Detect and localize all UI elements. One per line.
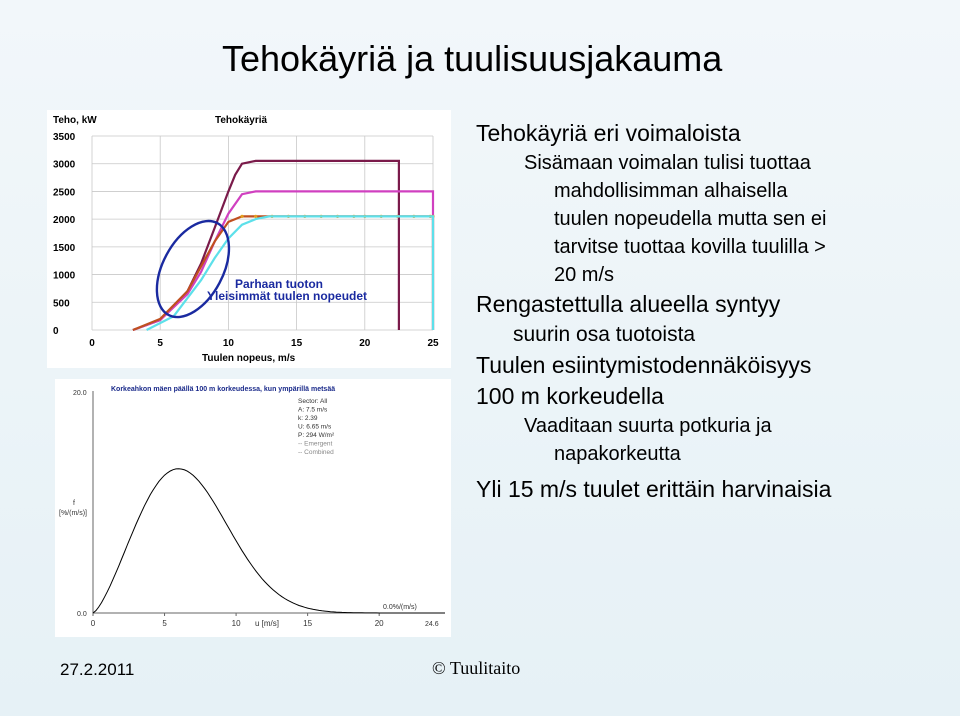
annotation-common-winds: Yleisimmät tuulen nopeudet [207, 289, 367, 303]
legend-entry: P: 294 W/m² [298, 432, 335, 439]
x-tick-label: 0 [89, 338, 95, 349]
x-tick-label: 20 [359, 338, 371, 349]
y-tick-label: 3000 [53, 160, 76, 171]
chart-title: Korkeahkon mäen päällä 100 m korkeudessa… [111, 386, 335, 393]
wind-distribution-chart: 20.0 0.0 Korkeahkon mäen päällä 100 m kork… [55, 379, 451, 637]
distribution-curve [92, 468, 445, 614]
x-tick-label: 10 [232, 619, 241, 628]
bullet-3-sub-line: Vaaditaan suurta potkuria ja [524, 415, 772, 437]
footer-brand: © Tuulitaito [432, 658, 521, 678]
bullet-3-sub-line: napakorkeutta [554, 443, 681, 465]
legend-entry: -- Emergent [298, 441, 333, 448]
power-curve-chart: 0 500 1000 1500 2000 2500 3000 3500 0 5 10 15 20 25 Te… [47, 110, 451, 368]
power-curve-line [132, 190, 435, 332]
legend-entry: -- Combined [298, 449, 334, 456]
x-tick-label: 5 [162, 619, 167, 628]
x-tick-label: 15 [303, 619, 312, 628]
bullet-2: Rengastettulla alueella syntyy [476, 291, 781, 317]
highlight-ellipse [155, 219, 231, 319]
x-tick-label: 10 [223, 338, 235, 349]
x-tick-label: 25 [427, 338, 439, 349]
bullet-1-sub-line: Sisämaan voimalan tulisi tuottaa [524, 152, 811, 174]
bullet-list: Tehokäyriä eri voimaloista Sisämaan voim… [476, 118, 946, 505]
y-tick-label: 1500 [53, 243, 76, 254]
bullet-2-continued: suurin osa tuotoista [513, 323, 696, 346]
power-curve-svg: 0 500 1000 1500 2000 2500 3000 3500 0 5 10 15 20 25 Te… [53, 115, 439, 364]
y-tick-label: 0 [53, 326, 59, 337]
curve-marker [240, 214, 244, 218]
legend-entry: A: 7.5 m/s [298, 407, 328, 414]
annotation-best-output: Parhaan tuoton [235, 277, 323, 291]
x-axis-label: u [m/s] [255, 619, 279, 628]
x-tick-label: 20 [375, 619, 384, 628]
y-tick-label: 2500 [53, 187, 76, 198]
bullet-3-continued: 100 m korkeudella [476, 383, 664, 409]
power-curve-line [132, 215, 435, 332]
power-curve-line [146, 215, 435, 331]
x-tick-label: 0 [91, 619, 96, 628]
bullet-4: Yli 15 m/s tuulet erittäin harvinaisia [476, 476, 832, 502]
y-axis-label: [%/(m/s)] [59, 510, 87, 517]
y-axis-label: Teho, kW [53, 115, 97, 126]
chart-title: Tehokäyriä [215, 115, 267, 126]
y-axis-label: f [73, 500, 75, 507]
bullet-1-sub-line: tarvitse tuottaa kovilla tuulilla > [554, 236, 826, 258]
y-tick-label: 0.0 [77, 611, 87, 618]
x-tick-label: 5 [157, 338, 163, 349]
slide-title: Tehokäyriä ja tuulisuusjakauma [222, 38, 723, 79]
y-tick-label: 3500 [53, 132, 76, 143]
y-tick-label: 2000 [53, 215, 76, 226]
x-tick-label: 15 [291, 338, 303, 349]
wind-distribution-svg: 20.0 0.0 Korkeahkon mäen päällä 100 m kork… [59, 386, 445, 628]
curve-marker [254, 214, 258, 218]
bullet-1-sub-line: 20 m/s [554, 264, 615, 286]
y-tick-label: 1000 [53, 271, 76, 282]
y-tick-label: 20.0 [73, 390, 87, 397]
x-end-label: 24.6 [425, 621, 439, 628]
x-axis-label: Tuulen nopeus, m/s [202, 353, 296, 364]
legend-entry: k: 2.39 [298, 415, 318, 422]
bullet-1-sub-line: mahdollisimman alhaisella [554, 180, 788, 202]
y-tick-label: 500 [53, 298, 70, 309]
bullet-1-sub-line: tuulen nopeudella mutta sen ei [554, 208, 827, 230]
legend-entry: Sector: All [298, 398, 328, 405]
legend-entry: U: 6.65 m/s [298, 424, 332, 431]
bullet-1: Tehokäyriä eri voimaloista [476, 120, 741, 146]
footer-date: 27.2.2011 [60, 660, 135, 679]
bullet-3: Tuulen esiintymistodennäköisyys [476, 352, 812, 378]
bottom-right-label: 0.0%/(m/s) [383, 604, 417, 611]
